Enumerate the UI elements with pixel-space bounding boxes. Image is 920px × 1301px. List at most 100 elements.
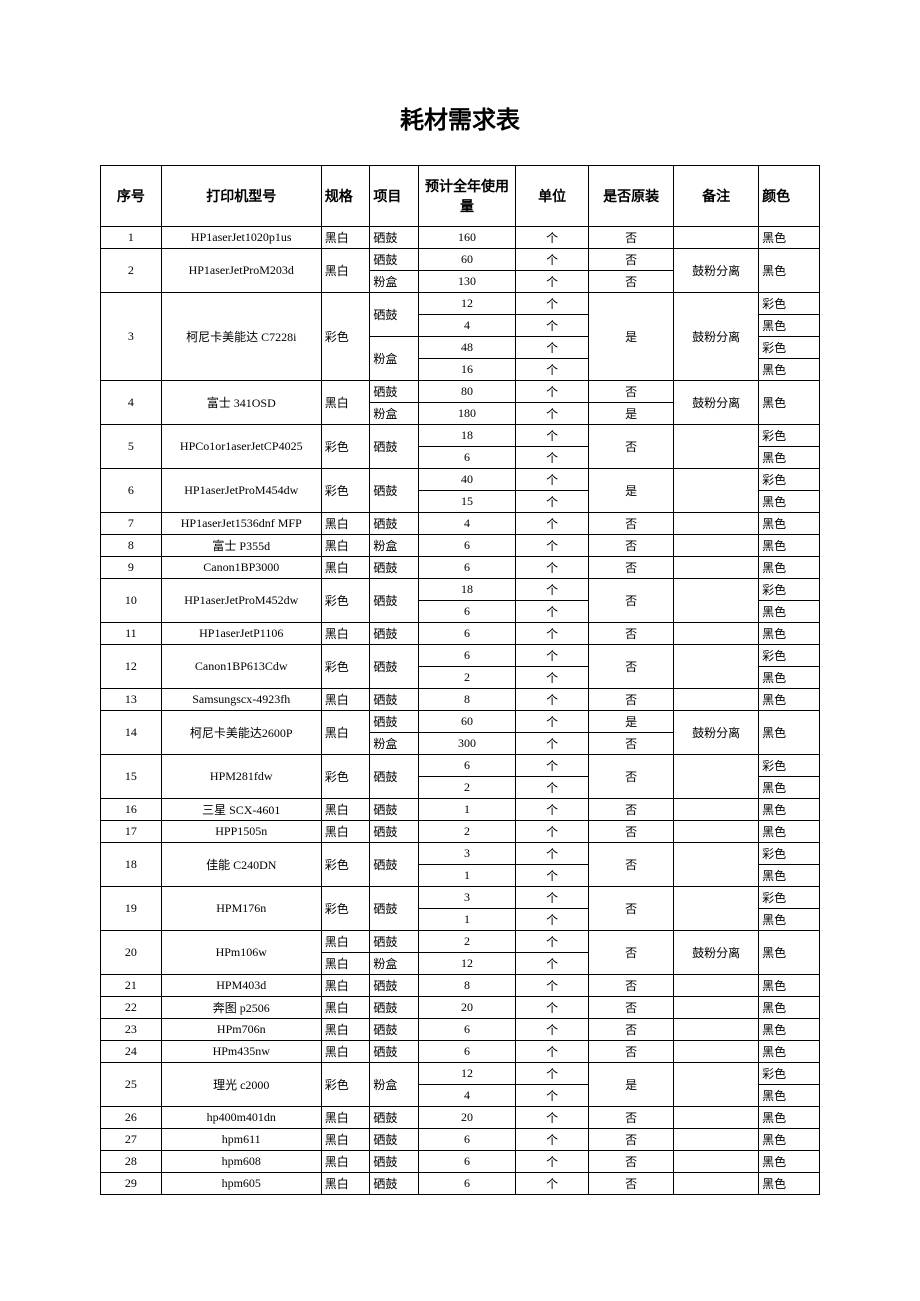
cell-color: 黑色 [759,557,820,579]
cell-remark [674,1063,759,1107]
cell-orig: 否 [589,1041,674,1063]
cell-remark: 鼓粉分离 [674,249,759,293]
cell-remark [674,1107,759,1129]
cell-item: 硒鼓 [370,579,419,623]
cell-remark [674,535,759,557]
cell-qty: 6 [418,535,515,557]
cell-model: 富士 341OSD [161,381,321,425]
cell-color: 黑色 [759,667,820,689]
cell-qty: 60 [418,711,515,733]
cell-model: HPM403d [161,975,321,997]
cell-color: 黑色 [759,711,820,755]
cell-remark [674,645,759,689]
cell-orig: 是 [589,403,674,425]
cell-qty: 20 [418,1107,515,1129]
table-row: 10HP1aserJetProM452dw彩色硒鼓18个否彩色 [101,579,820,601]
cell-idx: 6 [101,469,162,513]
cell-model: 柯尼卡美能达2600P [161,711,321,755]
cell-color: 黑色 [759,975,820,997]
cell-color: 黑色 [759,821,820,843]
cell-orig: 否 [589,249,674,271]
consumables-table: 序号 打印机型号 规格 项目 预计全年使用量 单位 是否原装 备注 颜色 1HP… [100,165,820,1195]
cell-remark [674,513,759,535]
cell-spec: 彩色 [321,293,370,381]
cell-item: 粉盒 [370,271,419,293]
cell-spec: 黑白 [321,1019,370,1041]
cell-spec: 黑白 [321,799,370,821]
cell-item: 硒鼓 [370,623,419,645]
cell-qty: 2 [418,667,515,689]
cell-remark [674,557,759,579]
table-row: 23HPm706n黑白硒鼓6个否黑色 [101,1019,820,1041]
table-row: 25理光 c2000彩色粉盒12个是彩色 [101,1063,820,1085]
cell-item: 硒鼓 [370,1151,419,1173]
header-orig: 是否原装 [589,166,674,227]
cell-spec: 黑白 [321,623,370,645]
cell-model: 奔图 p2506 [161,997,321,1019]
header-model: 打印机型号 [161,166,321,227]
cell-item: 硒鼓 [370,513,419,535]
cell-color: 黑色 [759,315,820,337]
table-row: 14柯尼卡美能达2600P黑白硒鼓60个是鼓粉分离黑色 [101,711,820,733]
cell-item: 硒鼓 [370,227,419,249]
cell-spec: 黑白 [321,227,370,249]
cell-unit: 个 [516,491,589,513]
cell-unit: 个 [516,667,589,689]
cell-remark [674,689,759,711]
cell-spec: 彩色 [321,579,370,623]
cell-remark [674,821,759,843]
cell-qty: 3 [418,843,515,865]
cell-spec: 黑白 [321,1107,370,1129]
cell-model: 三星 SCX-4601 [161,799,321,821]
cell-spec: 黑白 [321,821,370,843]
cell-item: 硒鼓 [370,711,419,733]
cell-item: 粉盒 [370,1063,419,1107]
cell-item: 硒鼓 [370,249,419,271]
cell-qty: 160 [418,227,515,249]
cell-item: 硒鼓 [370,1107,419,1129]
cell-qty: 4 [418,315,515,337]
cell-model: HP1aserJetProM454dw [161,469,321,513]
cell-qty: 6 [418,1173,515,1195]
cell-color: 黑色 [759,447,820,469]
cell-color: 黑色 [759,1129,820,1151]
table-row: 18佳能 C240DN彩色硒鼓3个否彩色 [101,843,820,865]
cell-remark: 鼓粉分离 [674,931,759,975]
cell-color: 黑色 [759,1107,820,1129]
cell-remark [674,843,759,887]
cell-qty: 4 [418,1085,515,1107]
cell-unit: 个 [516,623,589,645]
cell-color: 黑色 [759,1085,820,1107]
cell-unit: 个 [516,579,589,601]
cell-qty: 6 [418,447,515,469]
cell-orig: 否 [589,645,674,689]
cell-color: 黑色 [759,1151,820,1173]
cell-qty: 6 [418,755,515,777]
cell-idx: 26 [101,1107,162,1129]
cell-spec: 黑白 [321,249,370,293]
cell-orig: 否 [589,887,674,931]
cell-color: 黑色 [759,535,820,557]
cell-item: 硒鼓 [370,1019,419,1041]
cell-orig: 是 [589,293,674,381]
cell-spec: 黑白 [321,1041,370,1063]
cell-spec: 黑白 [321,535,370,557]
cell-remark [674,1151,759,1173]
cell-unit: 个 [516,469,589,491]
cell-color: 黑色 [759,777,820,799]
cell-unit: 个 [516,337,589,359]
cell-orig: 否 [589,1151,674,1173]
cell-idx: 5 [101,425,162,469]
header-spec: 规格 [321,166,370,227]
cell-qty: 48 [418,337,515,359]
table-row: 6HP1aserJetProM454dw彩色硒鼓40个是彩色 [101,469,820,491]
cell-unit: 个 [516,249,589,271]
cell-item: 粉盒 [370,733,419,755]
cell-qty: 6 [418,557,515,579]
cell-color: 黑色 [759,513,820,535]
page-title: 耗材需求表 [100,100,820,135]
cell-color: 彩色 [759,755,820,777]
cell-color: 黑色 [759,491,820,513]
cell-unit: 个 [516,425,589,447]
cell-qty: 20 [418,997,515,1019]
